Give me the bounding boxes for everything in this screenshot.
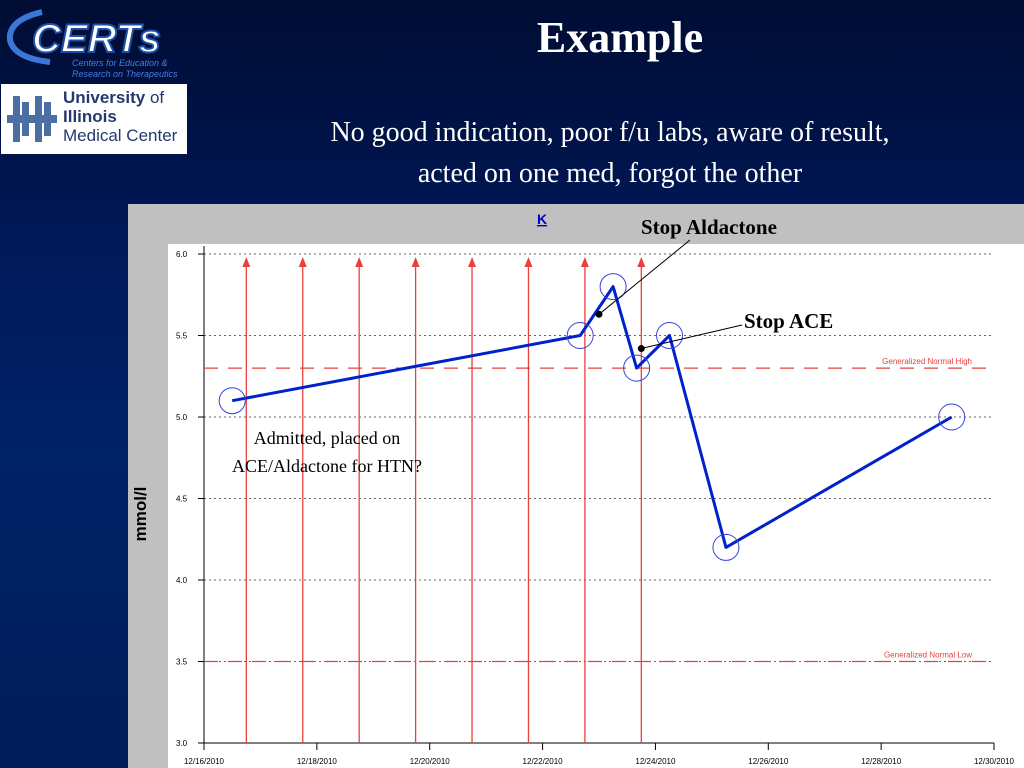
annotation-leader-line <box>641 324 743 350</box>
uic-text-of: of <box>149 88 165 107</box>
data-point <box>566 322 594 349</box>
x-tick-label: 12/30/2010 <box>974 757 1015 766</box>
chart-title: K <box>537 211 547 227</box>
y-axis-label: mmol/l <box>131 487 150 542</box>
y-tick-label: 3.5 <box>176 658 188 667</box>
certs-logo-text: CERTs <box>32 17 161 61</box>
data-point <box>599 273 627 301</box>
certs-logo: CERTs Centers for Education & Research o… <box>4 2 214 82</box>
slide-subtitle: No good indication, poor f/u labs, aware… <box>230 112 990 194</box>
event-marker-arrowhead <box>242 257 251 267</box>
y-tick-label: 4.5 <box>176 495 188 504</box>
data-point <box>656 322 684 349</box>
y-tick-label: 4.0 <box>176 576 188 585</box>
y-tick-label: 5.5 <box>176 332 188 341</box>
data-point <box>218 387 246 415</box>
event-marker-arrowhead <box>524 257 533 267</box>
annotation-stop-aldactone: Stop Aldactone <box>641 215 777 239</box>
certs-tagline-1: Centers for Education & <box>72 58 168 68</box>
event-marker-arrowhead <box>580 257 589 267</box>
uic-text-medical-center: Medical Center <box>63 126 178 145</box>
x-tick-label: 12/18/2010 <box>297 757 338 766</box>
y-tick-label: 3.0 <box>176 739 188 748</box>
event-marker-arrowhead <box>355 257 364 267</box>
x-tick-label: 12/26/2010 <box>748 757 789 766</box>
x-tick-label: 12/20/2010 <box>410 757 451 766</box>
uic-logo: University of Illinois Medical Center <box>1 84 187 154</box>
annotation-dot <box>595 310 603 318</box>
event-marker-arrowhead <box>637 257 646 267</box>
data-point <box>938 403 966 431</box>
data-point <box>623 354 651 382</box>
annotation-admitted-line-2: ACE/Aldactone for HTN? <box>232 456 422 476</box>
reference-line-label: Generalized Normal Low <box>884 651 972 660</box>
event-marker-arrowhead <box>411 257 420 267</box>
annotation-dot <box>637 345 645 353</box>
certs-tagline-2: Research on Therapeutics <box>72 69 178 79</box>
data-point <box>712 533 740 561</box>
x-tick-label: 12/28/2010 <box>861 757 902 766</box>
slide-subtitle-line-1: No good indication, poor f/u labs, aware… <box>330 117 890 148</box>
uic-mark-icon <box>7 96 57 142</box>
uic-text-illinois: Illinois <box>63 107 117 126</box>
uic-text-university: University <box>63 88 146 107</box>
x-tick-label: 12/22/2010 <box>523 757 564 766</box>
event-marker-arrowhead <box>298 257 307 267</box>
annotation-stop-ace: Stop ACE <box>744 309 833 333</box>
x-tick-label: 12/16/2010 <box>184 757 225 766</box>
y-tick-label: 6.0 <box>176 250 188 259</box>
slide-title: Example <box>536 13 704 62</box>
annotation-admitted-line-1: Admitted, placed on <box>254 428 400 448</box>
reference-line-label: Generalized Normal High <box>882 357 972 366</box>
x-tick-label: 12/24/2010 <box>635 757 676 766</box>
slide-subtitle-line-2: acted on one med, forgot the other <box>417 158 803 189</box>
event-marker-arrowhead <box>468 257 477 267</box>
y-tick-label: 5.0 <box>176 413 188 422</box>
series-line <box>231 285 953 549</box>
plot-background <box>168 244 1024 768</box>
annotation-leader-line <box>598 239 691 315</box>
